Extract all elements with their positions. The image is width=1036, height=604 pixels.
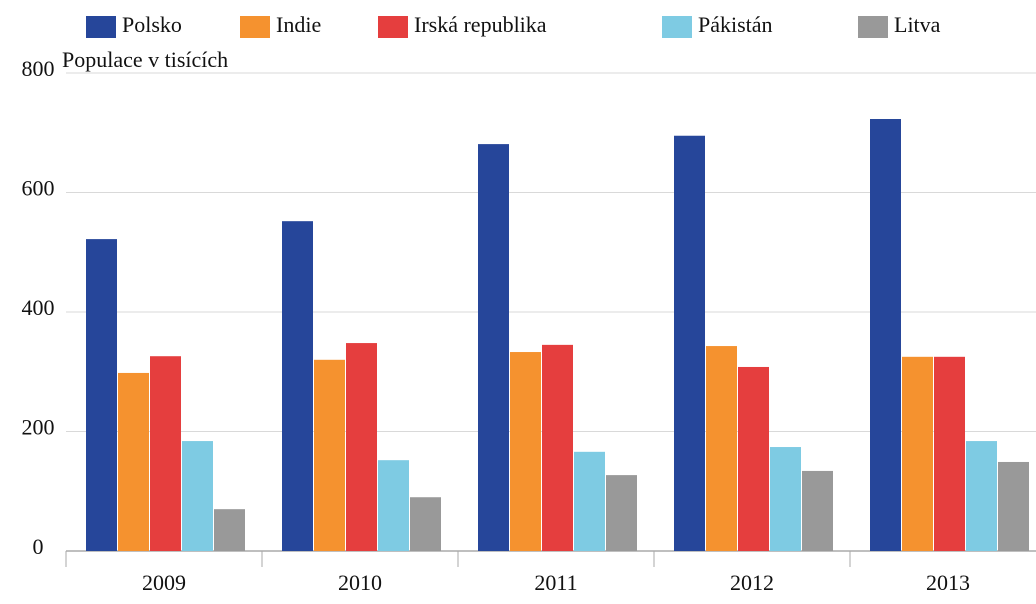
x-tick-label: 2011 (534, 570, 577, 595)
x-tick-label: 2009 (142, 570, 186, 595)
y-axis-label: Populace v tisících (62, 47, 228, 72)
x-tick-label: 2012 (730, 570, 774, 595)
bar (998, 461, 1029, 551)
legend-label: Polsko (122, 12, 182, 37)
legend-swatch (240, 16, 270, 38)
bar (934, 356, 965, 551)
legend-swatch (378, 16, 408, 38)
bar (738, 366, 769, 551)
bar (314, 359, 345, 551)
bar (282, 221, 313, 551)
bar (902, 356, 933, 551)
bar (870, 119, 901, 551)
legend-swatch (858, 16, 888, 38)
bar (182, 441, 213, 551)
bar (674, 135, 705, 552)
bar (478, 144, 509, 552)
legend-label: Pákistán (698, 12, 773, 37)
bar (214, 509, 245, 551)
bar (510, 352, 541, 551)
x-tick-label: 2010 (338, 570, 382, 595)
legend-label: Irská republika (414, 12, 547, 37)
bar (770, 447, 801, 551)
y-tick-label: 400 (22, 295, 55, 320)
bar (542, 344, 573, 551)
x-tick-label: 2013 (926, 570, 970, 595)
bar (118, 372, 149, 551)
bar (966, 441, 997, 551)
y-tick-label: 600 (22, 176, 55, 201)
bar (802, 470, 833, 551)
bar (410, 497, 441, 551)
bar (606, 475, 637, 551)
y-tick-label: 800 (22, 56, 55, 81)
bar (346, 343, 377, 551)
legend-label: Indie (276, 12, 321, 37)
bar (706, 346, 737, 551)
bar (86, 239, 117, 552)
y-tick-label: 200 (22, 415, 55, 440)
bar (150, 356, 181, 551)
legend-label: Litva (894, 12, 941, 37)
legend-swatch (86, 16, 116, 38)
legend-swatch (662, 16, 692, 38)
bar (574, 451, 605, 551)
bar (378, 460, 409, 551)
y-tick-label: 0 (33, 534, 44, 559)
